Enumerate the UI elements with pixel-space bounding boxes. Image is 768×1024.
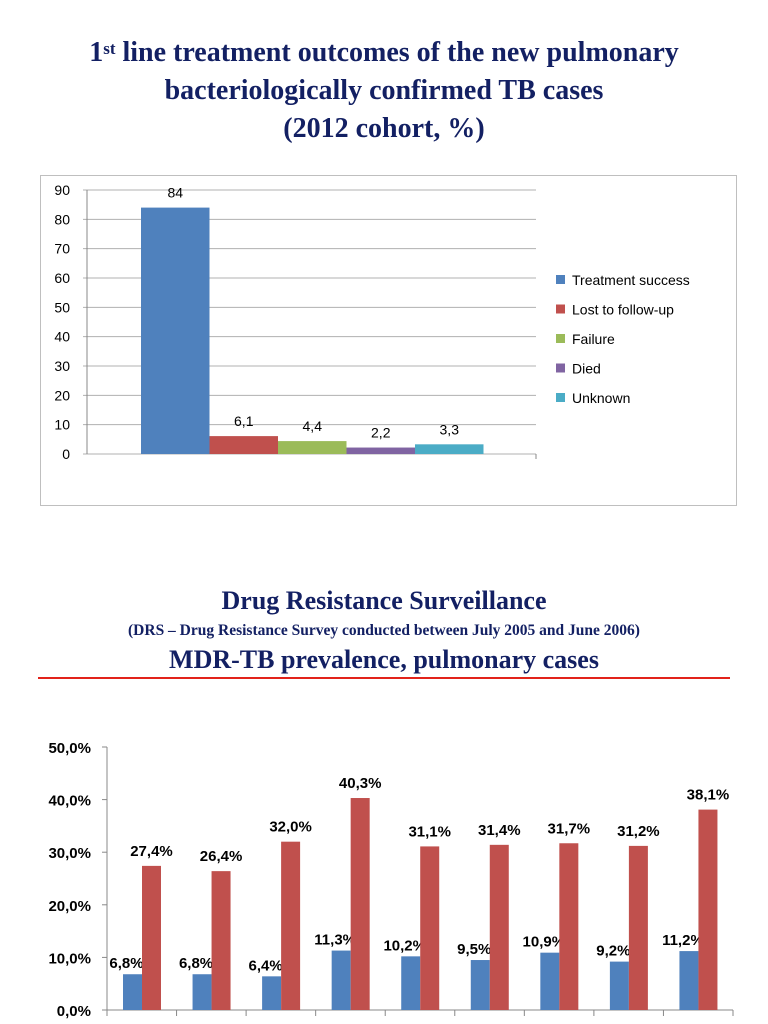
- chart1-bar: [278, 441, 347, 454]
- chart1-data-label: 6,1: [234, 413, 254, 429]
- chart2-bar-red: [698, 809, 718, 1010]
- chart1-legend-label: Died: [572, 361, 601, 377]
- chart1-legend-swatch: [556, 334, 565, 343]
- chart1-legend-swatch: [556, 275, 565, 284]
- chart2-y-tick: 50,0%: [48, 740, 91, 757]
- chart2-bar-red: [281, 841, 301, 1010]
- chart2-data-label: 6,8%: [179, 955, 213, 972]
- chart2-data-label: 40,3%: [339, 775, 382, 792]
- chart1-legend-label: Unknown: [572, 390, 630, 406]
- title-superscript: st: [103, 39, 116, 58]
- chart2-bar-blue: [470, 960, 490, 1010]
- chart2-data-label: 27,4%: [130, 843, 173, 860]
- chart2-data-label: 26,4%: [200, 848, 243, 865]
- chart2-data-label: 9,2%: [596, 943, 630, 960]
- chart1-y-tick: 90: [54, 182, 70, 198]
- title-line3: (2012 cohort, %): [283, 113, 485, 144]
- chart1-legend-label: Failure: [572, 331, 615, 347]
- chart1-y-tick: 50: [54, 299, 70, 315]
- chart2-bar-blue: [540, 952, 560, 1010]
- chart1-bar: [141, 207, 210, 454]
- drs-title: Drug Resistance Surveillance: [221, 586, 547, 615]
- chart1-y-tick: 0: [62, 446, 70, 462]
- title-prefix: 1: [89, 37, 104, 68]
- chart1-bar: [209, 436, 278, 454]
- chart2-data-label: 10,9%: [523, 934, 566, 951]
- chart1-y-tick: 80: [54, 211, 70, 227]
- chart1-y-tick: 40: [54, 329, 70, 345]
- chart2-data-label: 31,1%: [408, 823, 451, 840]
- chart1-data-label: 84: [167, 185, 183, 201]
- chart2-bar-blue: [192, 974, 212, 1010]
- chart2-data-label: 31,7%: [548, 820, 591, 837]
- title-line2: bacteriologically confirmed TB cases: [164, 75, 604, 106]
- chart2-bar-red: [420, 846, 440, 1010]
- chart1-data-label: 4,4: [303, 418, 323, 434]
- chart2-bar-red: [559, 843, 579, 1010]
- chart2-data-label: 6,4%: [249, 957, 283, 974]
- chart1-bar: [415, 444, 484, 454]
- drs-subtitle: (DRS – Drug Resistance Survey conducted …: [128, 622, 640, 639]
- chart2-y-tick: 30,0%: [48, 845, 91, 862]
- mdr-title: MDR-TB prevalence, pulmonary cases: [169, 645, 599, 674]
- chart1-frame: [40, 175, 737, 506]
- chart2-bar-red: [350, 798, 370, 1010]
- chart1-data-label: 3,3: [440, 421, 460, 437]
- chart2-bar-blue: [679, 951, 699, 1010]
- chart2-bar-red: [211, 871, 231, 1010]
- chart2-y-tick: 0,0%: [57, 1003, 91, 1020]
- chart2-data-label: 9,5%: [457, 941, 491, 958]
- chart2-bar-red: [489, 844, 509, 1010]
- divider-line: [38, 677, 730, 679]
- chart1-legend-label: Treatment success: [572, 272, 690, 288]
- chart1-y-tick: 60: [54, 270, 70, 286]
- chart1-title: 1st line treatment outcomes of the new p…: [0, 34, 768, 148]
- chart1-y-tick: 20: [54, 387, 70, 403]
- chart2-bar-blue: [262, 976, 282, 1010]
- chart2-y-tick: 10,0%: [48, 950, 91, 967]
- chart2-bar-blue: [609, 961, 629, 1010]
- chart1-legend-swatch: [556, 304, 565, 314]
- chart2-bar-blue: [123, 974, 142, 1010]
- chart2-data-label: 38,1%: [687, 787, 730, 804]
- chart2-y-tick: 20,0%: [48, 898, 91, 915]
- chart1-legend-swatch: [556, 393, 565, 402]
- chart2-bar-red: [142, 865, 161, 1010]
- chart1-legend-swatch: [556, 363, 565, 373]
- chart2-y-tick: 40,0%: [48, 793, 91, 810]
- chart2-data-label: 6,8%: [109, 955, 143, 972]
- title-line1: line treatment outcomes of the new pulmo…: [115, 37, 679, 68]
- chart1-y-tick: 10: [54, 417, 70, 433]
- chart2-data-label: 31,4%: [478, 822, 521, 839]
- chart2-data-label: 11,2%: [662, 932, 704, 949]
- chart1-bar: [346, 447, 415, 454]
- chart2-data-label: 32,0%: [269, 819, 312, 836]
- chart2-bar-red: [628, 845, 648, 1010]
- chart1-y-tick: 70: [54, 241, 70, 257]
- chart2-data-label: 31,2%: [617, 823, 660, 840]
- chart1-data-label: 2,2: [371, 425, 391, 441]
- chart2-data-label: 11,3%: [314, 932, 356, 949]
- chart2-bar-blue: [331, 950, 351, 1010]
- chart2-bar-blue: [401, 956, 421, 1010]
- chart2-data-label: 10,2%: [383, 937, 426, 954]
- chart1-legend-label: Lost to follow-up: [572, 302, 674, 318]
- chart1-y-tick: 30: [54, 358, 70, 374]
